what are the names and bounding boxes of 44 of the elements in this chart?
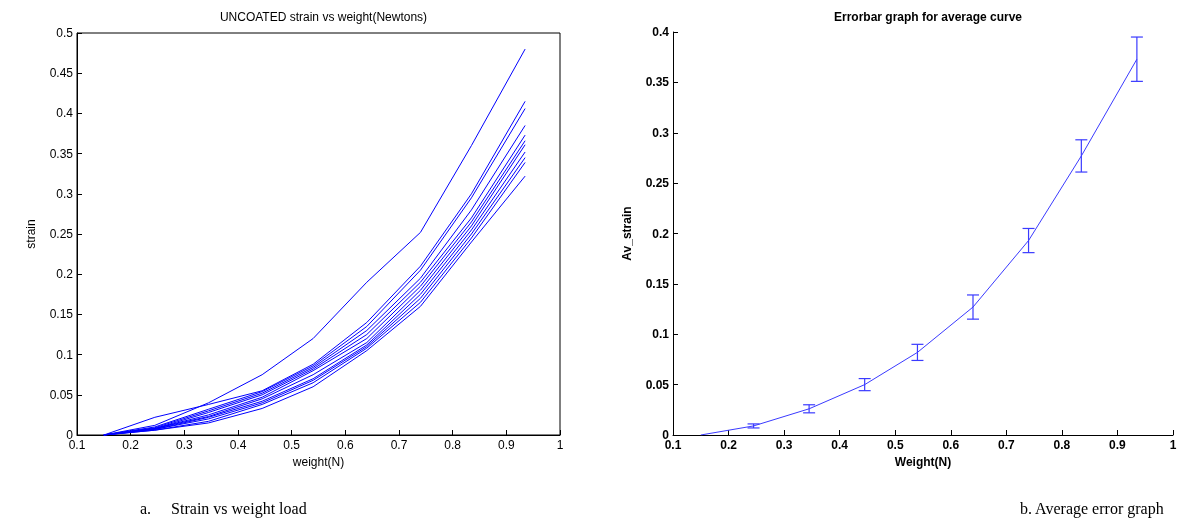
y-tick-label: 0.25 <box>49 227 74 241</box>
x-tick-label: 0.6 <box>942 438 960 452</box>
y-tick-label: 0.05 <box>645 377 670 392</box>
y-tick-label: 0.35 <box>645 75 670 90</box>
x-tick-label: 1 <box>556 438 564 452</box>
y-tick-label: 0.15 <box>49 307 74 322</box>
y-tick-label: 0.5 <box>56 26 74 40</box>
y-tick-label: 0.15 <box>645 276 670 291</box>
y-tick-label: 0.05 <box>49 387 74 402</box>
y-tick-label: 0.1 <box>652 327 670 342</box>
y-tick-label: 0.45 <box>49 66 74 81</box>
y-tick-label: 0.2 <box>56 267 74 282</box>
y-axis-title: Av_strain <box>620 206 634 261</box>
text: b. Average error graph <box>1020 499 1164 518</box>
chart-title: Errorbar graph for average curve <box>833 10 1023 24</box>
x-axis-title: weight(N) <box>291 454 345 469</box>
x-tick-label: 1 <box>1169 438 1177 452</box>
x-tick-label: 0.5 <box>886 438 904 452</box>
chart-title: UNCOATED strain vs weight(Newtons) <box>219 10 428 24</box>
y-tick-label: 0.3 <box>56 186 74 201</box>
text: a. Strain vs weight load <box>140 499 307 518</box>
y-tick-label: 0.1 <box>56 347 74 362</box>
x-tick-label: 0.9 <box>1109 438 1127 452</box>
x-tick-label: 0.8 <box>1053 438 1071 452</box>
x-tick-label: 0.4 <box>229 438 247 452</box>
x-axis-title: Weight(N) <box>894 454 952 469</box>
x-tick-label: 0.3 <box>175 438 193 452</box>
y-tick-label: 0.2 <box>652 226 670 241</box>
x-tick-label: 0.8 <box>444 438 462 452</box>
y-tick-label: 0.4 <box>56 106 74 121</box>
x-tick-label: 0.2 <box>122 438 140 452</box>
x-tick-label: 0.5 <box>283 438 301 452</box>
x-tick-label: 0.7 <box>997 438 1015 452</box>
y-tick-label: 0.35 <box>49 146 74 161</box>
x-tick-label: 0.9 <box>497 438 515 452</box>
y-tick-label: 0.25 <box>645 176 670 191</box>
y-tick-label: 0.3 <box>652 125 670 140</box>
y-axis-title: strain <box>24 219 38 249</box>
x-tick-label: 0.7 <box>390 438 408 452</box>
x-tick-label: 0.4 <box>831 438 849 452</box>
x-tick-label: 0.3 <box>775 438 793 452</box>
y-tick-label: 0.4 <box>652 25 670 39</box>
x-tick-label: 0.6 <box>336 438 354 452</box>
x-tick-label: 0.2 <box>720 438 738 452</box>
